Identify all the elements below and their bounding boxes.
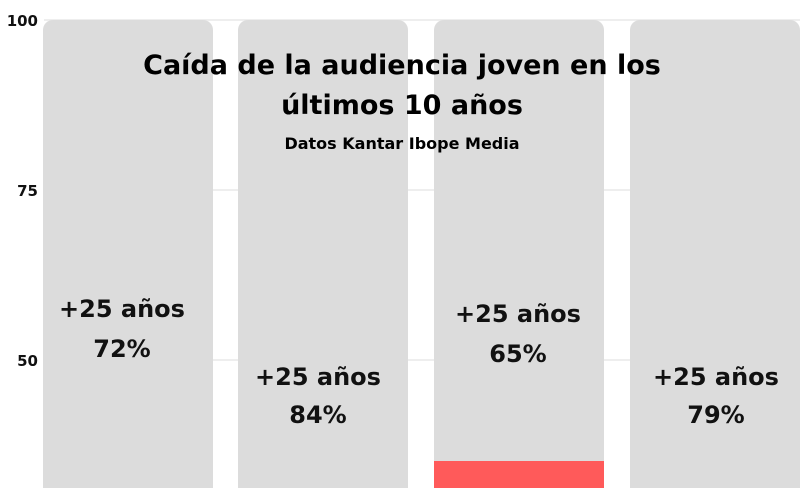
- bar-label-3-line-1: +25 años: [455, 300, 581, 328]
- bar-3: [434, 20, 604, 488]
- bar-label-4: +25 años 79%: [653, 363, 779, 429]
- y-tick-100: 100: [7, 12, 38, 30]
- bar-label-4-line-1: +25 años: [653, 363, 779, 391]
- bar-label-2-line-1: +25 años: [255, 363, 381, 391]
- y-tick-75: 75: [17, 182, 38, 200]
- bar-label-2-value: 84%: [289, 401, 346, 429]
- bar-highlight-segment: [434, 461, 604, 488]
- bars: [43, 20, 800, 488]
- bar-1: [43, 20, 213, 488]
- bar-label-3: +25 años 65%: [455, 300, 581, 368]
- bar-label-4-value: 79%: [687, 401, 744, 429]
- chart-title-line-2: últimos 10 años: [281, 90, 523, 121]
- chart-title-line-1: Caída de la audiencia joven en los: [143, 50, 661, 81]
- y-tick-50: 50: [17, 352, 38, 370]
- chart-subtitle: Datos Kantar Ibope Media: [284, 134, 519, 153]
- bar-label-1-line-1: +25 años: [59, 295, 185, 323]
- bar-label-3-value: 65%: [489, 340, 546, 368]
- bar-label-1-value: 72%: [93, 335, 150, 363]
- bar-4: [630, 20, 800, 488]
- bar-2: [238, 20, 408, 488]
- bar-label-2: +25 años 84%: [255, 363, 381, 429]
- bar-label-1: +25 años 72%: [59, 295, 185, 363]
